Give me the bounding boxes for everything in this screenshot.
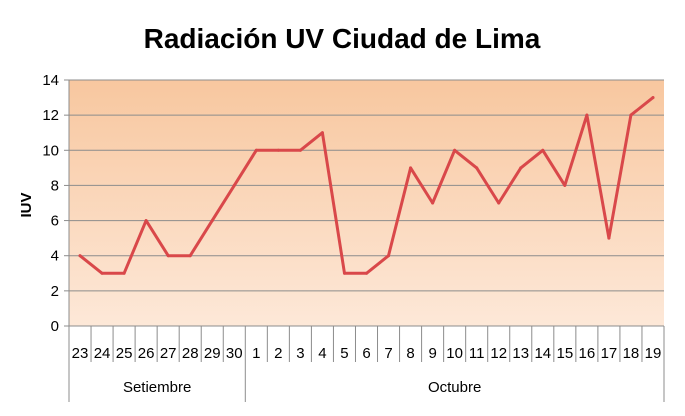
data-point xyxy=(276,148,280,152)
x-tick-label: 14 xyxy=(534,345,551,362)
data-point xyxy=(365,271,368,275)
x-tick-label: 5 xyxy=(340,345,348,362)
x-tick-label: 7 xyxy=(384,345,392,362)
data-point xyxy=(122,271,126,275)
data-point xyxy=(144,219,148,223)
x-tick-label: 23 xyxy=(72,345,89,362)
data-point xyxy=(188,254,192,258)
x-tick-label: 11 xyxy=(469,345,485,362)
x-tick-label: 9 xyxy=(428,345,436,362)
data-point xyxy=(607,236,611,240)
x-tick-label: 2 xyxy=(274,345,282,362)
data-point xyxy=(387,254,391,258)
y-tick-label: 6 xyxy=(51,213,59,230)
x-tick-label: 10 xyxy=(446,345,463,362)
data-point xyxy=(78,254,82,258)
data-point xyxy=(166,254,170,258)
data-point xyxy=(475,166,479,170)
y-tick-label: 14 xyxy=(42,72,59,89)
y-tick-label: 0 xyxy=(51,318,59,335)
data-point xyxy=(342,271,346,275)
x-tick-label: 13 xyxy=(512,345,529,362)
group-label: Octubre xyxy=(428,379,481,396)
x-tick-label: 29 xyxy=(204,345,221,362)
data-point xyxy=(541,148,545,152)
x-tick-label: 27 xyxy=(160,345,177,362)
chart-title: Radiación UV Ciudad de Lima xyxy=(144,23,541,54)
y-tick-label: 10 xyxy=(42,142,59,159)
y-tick-label: 2 xyxy=(51,283,59,300)
x-tick-label: 1 xyxy=(252,345,260,362)
x-tick-label: 28 xyxy=(182,345,199,362)
x-tick-label: 18 xyxy=(623,345,640,362)
x-tick-label: 8 xyxy=(406,345,414,362)
data-point xyxy=(320,131,324,135)
data-point xyxy=(453,148,457,152)
data-point xyxy=(519,166,523,170)
y-tick-label: 8 xyxy=(51,177,59,194)
group-label: Setiembre xyxy=(123,379,191,396)
data-point xyxy=(298,148,302,152)
data-point xyxy=(497,201,501,205)
data-point xyxy=(232,183,236,187)
y-axis-label: IUV xyxy=(18,192,35,217)
data-point xyxy=(100,271,104,275)
data-point xyxy=(210,219,214,223)
data-point xyxy=(563,183,567,187)
data-point xyxy=(431,201,435,205)
x-tick-label: 4 xyxy=(318,345,326,362)
x-tick-label: 6 xyxy=(362,345,370,362)
data-point xyxy=(629,113,633,117)
x-tick-label: 25 xyxy=(116,345,133,362)
x-tick-label: 16 xyxy=(579,345,596,362)
x-tick-label: 30 xyxy=(226,345,243,362)
x-tick-label: 19 xyxy=(645,345,662,362)
x-tick-label: 3 xyxy=(296,345,304,362)
plot-area xyxy=(69,80,664,326)
data-point xyxy=(585,113,589,117)
data-point xyxy=(254,148,258,152)
x-tick-label: 15 xyxy=(556,345,573,362)
x-tick-label: 24 xyxy=(94,345,111,362)
x-tick-label: 26 xyxy=(138,345,155,362)
series-layer xyxy=(78,96,655,275)
data-point xyxy=(409,166,413,170)
y-tick-label: 4 xyxy=(51,248,59,265)
y-tick-label: 12 xyxy=(42,107,59,124)
x-tick-label: 17 xyxy=(601,345,618,362)
x-tick-label: 12 xyxy=(490,345,507,362)
data-point xyxy=(651,96,655,100)
